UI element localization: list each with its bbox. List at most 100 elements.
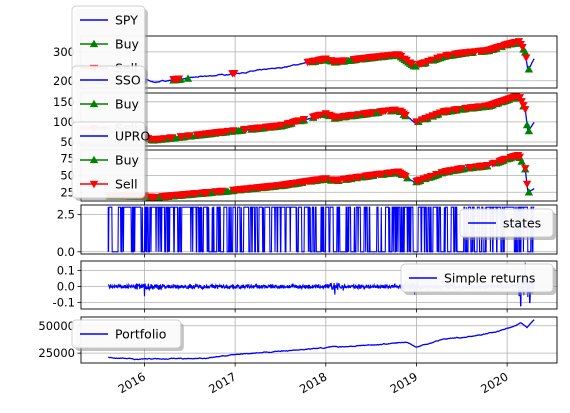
legend-box bbox=[71, 121, 146, 199]
sell-marker bbox=[401, 172, 410, 181]
sell-marker bbox=[432, 171, 441, 179]
sell-marker bbox=[522, 180, 532, 189]
legend-box bbox=[400, 263, 554, 293]
y-tick-label: 0.0 bbox=[57, 280, 75, 294]
sell-marker bbox=[278, 121, 287, 130]
sell-marker bbox=[241, 125, 251, 134]
sell-marker bbox=[426, 172, 436, 181]
sell-marker bbox=[316, 111, 325, 119]
sell-marker bbox=[453, 105, 463, 114]
legend-label: SSO bbox=[115, 73, 141, 88]
sell-marker bbox=[501, 155, 510, 164]
x-tick-label: 2019 bbox=[388, 369, 420, 396]
sell-marker bbox=[167, 134, 176, 142]
y-tick-label: 50 bbox=[60, 169, 75, 183]
sell-marker bbox=[517, 98, 526, 106]
sell-marker bbox=[515, 153, 525, 161]
legend-box bbox=[71, 319, 182, 349]
sell-marker bbox=[515, 94, 525, 102]
legend-label: Portfolio bbox=[115, 327, 166, 342]
legend-marker-buy bbox=[89, 39, 99, 48]
x-tick-label: 2018 bbox=[297, 369, 329, 396]
buy-marker bbox=[411, 62, 420, 70]
legend-label: states bbox=[503, 216, 541, 231]
sell-marker bbox=[519, 102, 528, 110]
sell-marker bbox=[185, 132, 194, 140]
legend-box bbox=[459, 208, 554, 238]
sell-marker bbox=[518, 43, 527, 52]
legend-marker-buy bbox=[89, 99, 99, 108]
sell-marker bbox=[407, 60, 417, 69]
legend-label: Buy bbox=[115, 97, 139, 112]
sell-marker bbox=[256, 124, 265, 132]
legend-upro: UPRO Buy Sell bbox=[71, 121, 150, 201]
legend-marker-sell bbox=[89, 180, 99, 189]
sell-marker bbox=[412, 118, 421, 126]
buy-marker bbox=[521, 48, 530, 56]
series-line-states bbox=[107, 206, 535, 253]
y-tick-label: 0.1 bbox=[57, 264, 75, 278]
sell-marker bbox=[427, 56, 437, 65]
legend-label: Sell bbox=[115, 177, 138, 192]
y-tick-label: 50000 bbox=[38, 319, 75, 333]
sell-marker bbox=[457, 165, 466, 173]
sell-marker bbox=[402, 56, 411, 65]
y-tick-label: 300 bbox=[53, 45, 75, 59]
y-tick-label: 50 bbox=[60, 135, 75, 149]
y-tick-label: 0.0 bbox=[57, 245, 75, 259]
legend-label: SPY bbox=[115, 13, 138, 28]
plot-area bbox=[104, 38, 535, 84]
sell-marker bbox=[354, 111, 363, 119]
sell-marker bbox=[490, 159, 499, 168]
x-tick-label: 2016 bbox=[116, 369, 148, 396]
sell-marker bbox=[223, 127, 233, 136]
sell-marker bbox=[218, 187, 227, 196]
sell-marker bbox=[445, 51, 455, 59]
sell-marker bbox=[174, 75, 184, 83]
sell-marker bbox=[229, 127, 238, 135]
x-tick-label: 2017 bbox=[206, 369, 238, 396]
sell-marker bbox=[401, 111, 410, 120]
series-line-portfolio bbox=[108, 319, 535, 361]
buy-marker bbox=[524, 188, 534, 196]
sell-marker bbox=[482, 161, 492, 170]
y-tick-label: 75 bbox=[60, 152, 75, 166]
y-tick-label: 100 bbox=[53, 115, 75, 129]
sell-marker bbox=[466, 164, 476, 172]
legend-returns: Simple returns bbox=[400, 263, 556, 295]
sell-marker bbox=[348, 111, 358, 120]
legend-states: states bbox=[459, 208, 556, 240]
sell-marker bbox=[521, 54, 531, 62]
plot-area bbox=[108, 319, 535, 361]
legend-label: Buy bbox=[115, 153, 139, 168]
axes-frame bbox=[80, 204, 558, 255]
y-tick-label: 2.5 bbox=[57, 208, 75, 222]
sell-marker bbox=[436, 53, 446, 61]
sell-marker bbox=[299, 115, 309, 124]
sell-marker bbox=[475, 103, 485, 111]
sell-marker bbox=[160, 135, 169, 143]
buy-marker bbox=[183, 74, 193, 82]
sell-marker bbox=[178, 133, 187, 141]
buy-marker bbox=[524, 126, 534, 135]
sell-marker bbox=[396, 53, 406, 61]
y-tick-label: -0.1 bbox=[53, 296, 75, 310]
plot-area bbox=[104, 93, 535, 144]
sell-marker bbox=[444, 107, 454, 115]
sell-marker bbox=[230, 69, 239, 78]
y-tick-label: 200 bbox=[53, 74, 75, 88]
y-tick-label: 150 bbox=[53, 95, 75, 109]
sell-marker bbox=[356, 173, 365, 181]
plot-area bbox=[104, 151, 535, 201]
buy-marker bbox=[517, 157, 526, 165]
y-tick-label: 25 bbox=[60, 185, 75, 199]
sell-marker bbox=[192, 189, 202, 198]
sell-marker bbox=[203, 189, 213, 197]
legend-marker-buy bbox=[89, 155, 99, 164]
buy-marker bbox=[522, 120, 532, 129]
sell-marker bbox=[521, 165, 530, 173]
legend-label: UPRO bbox=[115, 129, 150, 144]
panel-spy: 200 300 bbox=[53, 35, 558, 92]
legend-portfolio: Portfolio bbox=[71, 319, 184, 351]
